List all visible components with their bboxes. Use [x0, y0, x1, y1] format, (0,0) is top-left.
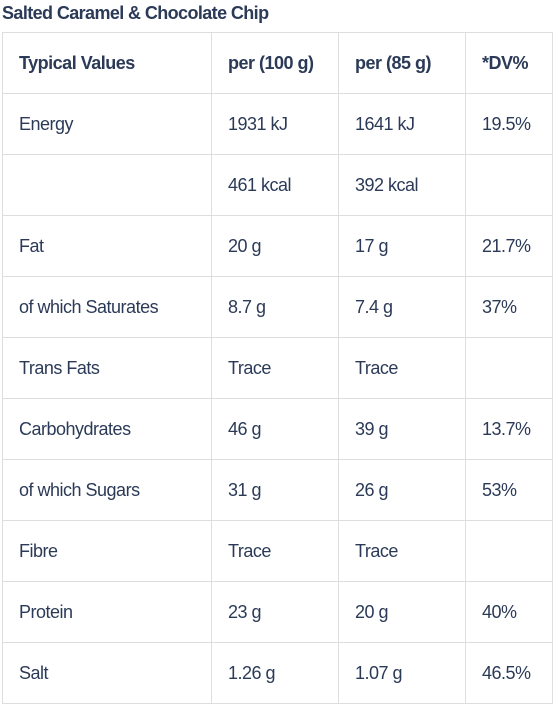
cell-dv-percent: 19.5% — [465, 93, 553, 155]
cell-per-85g: 26 g — [338, 459, 466, 521]
cell-per-85g: 392 kcal — [338, 154, 466, 216]
product-title: Salted Caramel & Chocolate Chip — [2, 3, 269, 23]
table-row-fat: Fat 20 g 17 g 21.7% — [2, 215, 553, 277]
cell-per-100g: Trace — [211, 520, 339, 582]
table-row-saturates: of which Saturates 8.7 g 7.4 g 37% — [2, 276, 553, 338]
cell-nutrient: Salt — [2, 642, 212, 704]
cell-dv-percent: 13.7% — [465, 398, 553, 460]
cell-nutrient: of which Sugars — [2, 459, 212, 521]
cell-per-100g: 1931 kJ — [211, 93, 339, 155]
cell-dv-percent: 21.7% — [465, 215, 553, 277]
cell-nutrient: of which Saturates — [2, 276, 212, 338]
cell-nutrient: Fat — [2, 215, 212, 277]
table-row-carbohydrates: Carbohydrates 46 g 39 g 13.7% — [2, 398, 553, 460]
cell-per-85g: Trace — [338, 337, 466, 399]
cell-per-100g: 20 g — [211, 215, 339, 277]
cell-dv-percent: 37% — [465, 276, 553, 338]
table-header-row: Typical Values per (100 g) per (85 g) *D… — [2, 32, 553, 94]
cell-per-85g: 20 g — [338, 581, 466, 643]
cell-dv-percent — [465, 337, 553, 399]
cell-dv-percent: 53% — [465, 459, 553, 521]
table-row-trans-fats: Trans Fats Trace Trace — [2, 337, 553, 399]
table-row-fibre: Fibre Trace Trace — [2, 520, 553, 582]
cell-nutrient: Energy — [2, 93, 212, 155]
cell-per-100g: 23 g — [211, 581, 339, 643]
cell-nutrient — [2, 154, 212, 216]
cell-per-100g: 461 kcal — [211, 154, 339, 216]
column-header-nutrient: Typical Values — [2, 32, 212, 94]
cell-per-85g: 17 g — [338, 215, 466, 277]
cell-nutrient: Protein — [2, 581, 212, 643]
cell-per-85g: 39 g — [338, 398, 466, 460]
cell-per-85g: 1641 kJ — [338, 93, 466, 155]
cell-per-100g: 31 g — [211, 459, 339, 521]
table-row-energy-kcal: 461 kcal 392 kcal — [2, 154, 553, 216]
cell-per-100g: 1.26 g — [211, 642, 339, 704]
cell-dv-percent — [465, 154, 553, 216]
cell-per-100g: 8.7 g — [211, 276, 339, 338]
table-row-energy-kj: Energy 1931 kJ 1641 kJ 19.5% — [2, 93, 553, 155]
column-header-per-85g: per (85 g) — [338, 32, 466, 94]
table-row-sugars: of which Sugars 31 g 26 g 53% — [2, 459, 553, 521]
cell-nutrient: Fibre — [2, 520, 212, 582]
cell-per-85g: 7.4 g — [338, 276, 466, 338]
cell-dv-percent: 46.5% — [465, 642, 553, 704]
cell-per-85g: 1.07 g — [338, 642, 466, 704]
nutrition-table: Typical Values per (100 g) per (85 g) *D… — [2, 32, 553, 704]
column-header-dv-percent: *DV% — [465, 32, 553, 94]
column-header-per-100g: per (100 g) — [211, 32, 339, 94]
cell-per-85g: Trace — [338, 520, 466, 582]
cell-nutrient: Trans Fats — [2, 337, 212, 399]
cell-dv-percent — [465, 520, 553, 582]
cell-per-100g: Trace — [211, 337, 339, 399]
table-row-salt: Salt 1.26 g 1.07 g 46.5% — [2, 642, 553, 704]
cell-per-100g: 46 g — [211, 398, 339, 460]
cell-dv-percent: 40% — [465, 581, 553, 643]
table-row-protein: Protein 23 g 20 g 40% — [2, 581, 553, 643]
cell-nutrient: Carbohydrates — [2, 398, 212, 460]
